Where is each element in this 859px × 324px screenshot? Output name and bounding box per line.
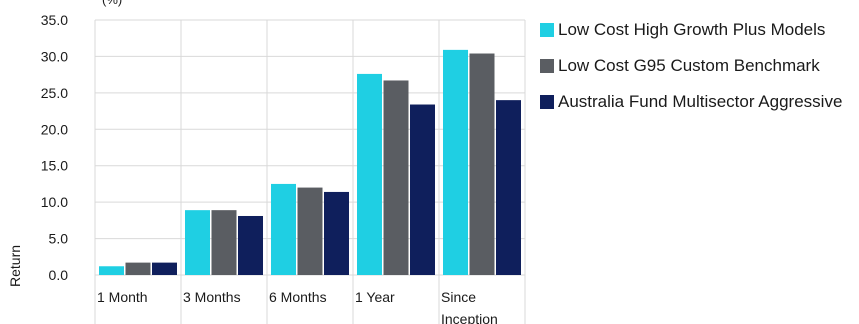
y-axis-label: Return — [7, 245, 23, 287]
x-tick-label: 3 Months — [183, 289, 241, 305]
bar-series-1 — [99, 266, 124, 275]
legend-swatch-series-3 — [540, 94, 554, 109]
bar-series-2 — [125, 262, 151, 275]
bar-series-2 — [383, 80, 409, 275]
x-tick-label-line: 3 Months — [183, 289, 241, 305]
legend-swatch-series-1 — [540, 22, 554, 37]
y-tick-label: 20.0 — [41, 121, 68, 137]
x-tick-label: 6 Months — [269, 289, 327, 305]
legend-label-series-3: Australia Fund Multisector Aggressive — [558, 91, 843, 111]
chart-title-fragment: (%) — [102, 0, 122, 7]
x-tick-label-line: 1 Year — [355, 289, 395, 305]
bar-series-3 — [238, 215, 263, 275]
legend-label-series-2: Low Cost G95 Custom Benchmark — [558, 55, 820, 75]
x-tick-label-line: 6 Months — [269, 289, 327, 305]
bar-series-1 — [185, 210, 210, 275]
x-tick-label: 1 Month — [97, 289, 148, 305]
legend-swatch-series-2 — [540, 58, 554, 73]
bars — [99, 49, 521, 276]
x-tick-label-line: Since — [441, 289, 476, 305]
y-tick-label: 0.0 — [49, 267, 69, 283]
legend-item-series-1: Low Cost High Growth Plus Models — [540, 18, 842, 41]
bar-series-2 — [297, 187, 323, 275]
x-tick-label: 1 Year — [355, 289, 395, 305]
legend-item-series-2: Low Cost G95 Custom Benchmark — [540, 54, 842, 77]
y-axis-tick-labels: 0.0 5.0 10.0 15.0 20.0 25.0 30.0 35.0 — [41, 12, 68, 283]
y-tick-label: 5.0 — [49, 231, 69, 247]
legend-item-series-3: Australia Fund Multisector Aggressive — [540, 90, 842, 113]
y-tick-label: 35.0 — [41, 12, 68, 28]
legend: Low Cost High Growth Plus Models Low Cos… — [540, 18, 842, 126]
y-tick-label: 10.0 — [41, 194, 68, 210]
x-tick-label-line: Inception — [441, 311, 498, 324]
bar-series-3 — [410, 104, 435, 275]
bar-series-1 — [271, 183, 296, 275]
bar-series-1 — [357, 73, 382, 276]
y-tick-label: 15.0 — [41, 158, 68, 174]
bar-series-1 — [443, 49, 468, 275]
x-tick-label-line: 1 Month — [97, 289, 148, 305]
y-tick-label: 25.0 — [41, 85, 68, 101]
bar-series-2 — [469, 53, 495, 276]
bar-series-2 — [211, 210, 237, 275]
bar-series-3 — [152, 262, 177, 275]
legend-label-series-1: Low Cost High Growth Plus Models — [558, 19, 826, 39]
bar-series-3 — [496, 100, 521, 276]
y-tick-label: 30.0 — [41, 48, 68, 64]
x-tick-label: Since Inception — [441, 289, 498, 324]
bar-series-3 — [324, 191, 349, 275]
x-axis-tick-labels: 1 Month 3 Months 6 Months 1 Year Since Incept… — [97, 289, 498, 324]
